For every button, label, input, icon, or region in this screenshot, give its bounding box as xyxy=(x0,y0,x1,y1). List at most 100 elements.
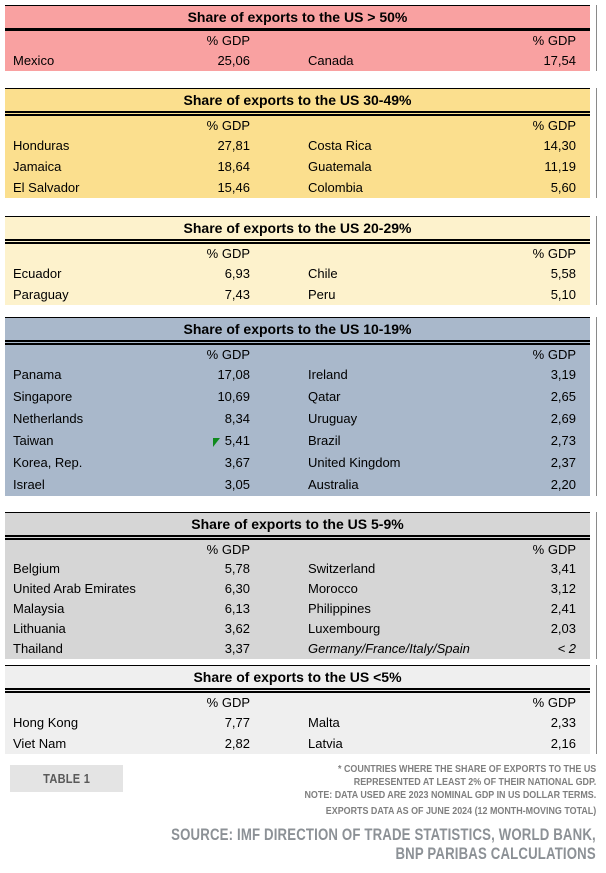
gdp-value: 8,34 xyxy=(224,411,250,426)
spacer xyxy=(308,31,493,50)
gdp-value: 11,19 xyxy=(544,159,576,174)
column-header-row: % GDP % GDP xyxy=(5,345,590,364)
country-name: Israel xyxy=(13,477,45,492)
gdp-value: 5,60 xyxy=(550,180,576,195)
gdp-value: 6,93 xyxy=(224,266,250,281)
spacer xyxy=(250,364,308,386)
country-name: Brazil xyxy=(308,433,341,448)
section-exports-30-49: Share of exports to the US 30-49% % GDP … xyxy=(5,88,597,198)
gdp-value: 3,41 xyxy=(550,561,576,576)
spacer xyxy=(250,540,308,559)
gdp-value: 6,30 xyxy=(224,581,250,596)
column-header-row: % GDP % GDP xyxy=(5,693,590,712)
table-row: Lithuania 3,62 Luxembourg 2,03 xyxy=(5,619,590,639)
spacer xyxy=(250,116,308,135)
spacer xyxy=(250,639,308,659)
col-header-gdp-left: % GDP xyxy=(206,542,250,557)
table-row: Israel 3,05 Australia 2,20 xyxy=(5,474,590,496)
country-name: Malta xyxy=(308,715,340,730)
spacer xyxy=(250,452,308,474)
column-header-row: % GDP % GDP xyxy=(5,31,590,50)
country-name: Costa Rica xyxy=(308,138,372,153)
section-title: Share of exports to the US <5% xyxy=(5,665,590,693)
table-row: El Salvador 15,46 Colombia 5,60 xyxy=(5,177,590,198)
section-exports-gt-50: Share of exports to the US > 50% % GDP %… xyxy=(5,5,597,71)
gdp-value: 2,20 xyxy=(550,477,576,492)
table-row: Honduras 27,81 Costa Rica 14,30 xyxy=(5,135,590,156)
country-name: Belgium xyxy=(13,561,60,576)
gdp-value: 27,81 xyxy=(217,138,250,153)
gdp-value: 3,12 xyxy=(550,581,576,596)
country-name: Uruguay xyxy=(308,411,358,426)
source-line: BNP PARIBAS CALCULATIONS xyxy=(395,845,596,863)
country-name: Peru xyxy=(308,287,336,302)
spacer xyxy=(308,540,493,559)
gdp-value-with-marker: 5,41 xyxy=(180,430,250,452)
col-header-gdp-left: % GDP xyxy=(206,118,250,133)
country-name: Thailand xyxy=(13,641,63,656)
spacer xyxy=(250,430,308,452)
country-name: Colombia xyxy=(308,180,363,195)
spacer xyxy=(250,733,308,754)
spacer xyxy=(250,263,308,284)
gdp-value: 10,69 xyxy=(217,389,250,404)
country-name: Chile xyxy=(308,266,338,281)
country-name: Qatar xyxy=(308,389,341,404)
source-line: SOURCE: IMF DIRECTION OF TRADE STATISTIC… xyxy=(171,826,596,844)
spacer xyxy=(250,579,308,599)
spacer xyxy=(250,31,308,50)
col-header-gdp-right: % GDP xyxy=(532,347,576,362)
spacer xyxy=(250,177,308,198)
gdp-value: 17,54 xyxy=(543,53,576,68)
section-title: Share of exports to the US 5-9% xyxy=(5,512,590,540)
gdp-value: 3,19 xyxy=(550,367,576,382)
section-exports-20-29: Share of exports to the US 20-29% % GDP … xyxy=(5,216,597,305)
country-name: Hong Kong xyxy=(13,715,79,730)
country-name: Singapore xyxy=(13,389,73,404)
gdp-value: 7,77 xyxy=(224,715,250,730)
spacer xyxy=(308,116,493,135)
column-header-row: % GDP % GDP xyxy=(5,540,590,559)
table-row: Jamaica 18,64 Guatemala 11,19 xyxy=(5,156,590,177)
col-header-gdp-right: % GDP xyxy=(532,246,576,261)
country-name: Ireland xyxy=(308,367,348,382)
section-exports-5-9: Share of exports to the US 5-9% % GDP % … xyxy=(5,512,597,659)
table-row: Paraguay 7,43 Peru 5,10 xyxy=(5,284,590,305)
table-number-badge: TABLE 1 xyxy=(10,765,123,792)
spacer xyxy=(250,559,308,579)
gdp-value: 2,65 xyxy=(550,389,576,404)
gdp-value: < 2 xyxy=(557,641,576,656)
footnote-line: * COUNTRIES WHERE THE SHARE OF EXPORTS T… xyxy=(337,763,596,775)
gdp-value: 3,62 xyxy=(224,621,250,636)
spacer xyxy=(250,693,308,712)
gdp-value: 14,30 xyxy=(543,138,576,153)
gdp-value: 2,03 xyxy=(550,621,576,636)
gdp-value: 2,33 xyxy=(550,715,576,730)
country-name: Honduras xyxy=(13,138,70,153)
section-title: Share of exports to the US 20-29% xyxy=(5,216,590,244)
spacer xyxy=(5,31,180,50)
col-header-gdp-left: % GDP xyxy=(206,695,250,710)
spacer xyxy=(5,116,180,135)
table-row: Korea, Rep. 3,67 United Kingdom 2,37 xyxy=(5,452,590,474)
country-name: Mexico xyxy=(13,53,55,68)
spacer xyxy=(5,244,180,263)
gdp-value: 5,58 xyxy=(550,266,576,281)
gdp-value: 5,41 xyxy=(224,433,250,448)
green-flag-icon xyxy=(212,438,220,448)
spacer xyxy=(250,712,308,733)
country-name: Netherlands xyxy=(13,411,84,426)
spacer xyxy=(5,540,180,559)
section-title: Share of exports to the US 30-49% xyxy=(5,88,590,116)
figure-footer: TABLE 1 * COUNTRIES WHERE THE SHARE OF E… xyxy=(5,763,606,873)
spacer xyxy=(250,408,308,430)
spacer xyxy=(250,619,308,639)
col-header-gdp-left: % GDP xyxy=(206,347,250,362)
country-name: Lithuania xyxy=(13,621,66,636)
spacer xyxy=(250,244,308,263)
spacer xyxy=(250,284,308,305)
section-exports-10-19: Share of exports to the US 10-19% % GDP … xyxy=(5,317,597,496)
gdp-value: 2,16 xyxy=(550,736,576,751)
col-header-gdp-left: % GDP xyxy=(206,33,250,48)
